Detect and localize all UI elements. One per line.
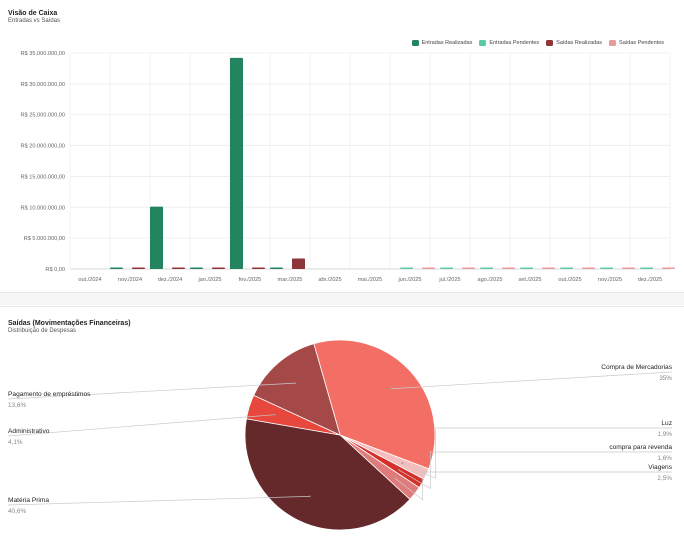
bar-entradas-pendentes[interactable] [600,267,613,270]
leader-line [398,451,672,490]
x-tick-label: fev./2025 [239,277,262,283]
leader-dot [294,382,297,385]
pie-percentage: 40,6% [8,508,26,515]
pie-label: Luz [661,420,672,427]
pie-percentage: 13,6% [8,402,26,409]
pie-slice-pagamento-de-emprestimos[interactable] [253,343,341,436]
y-tick-label: R$ 30.000.000,00 [21,82,65,88]
y-tick-label: R$ 0,00 [45,267,65,273]
y-tick-label: R$ 35.000.000,00 [21,51,65,57]
pie-label: Matéria Prima [8,497,49,504]
bar-entradas-pendentes[interactable] [480,267,493,270]
bar-entradas-realizadas[interactable] [150,206,163,269]
bar-entradas-realizadas[interactable] [270,267,283,270]
bar-sa-das-realizadas[interactable] [132,267,145,270]
x-tick-label: set./2025 [518,277,541,283]
legend-item-saidas-pendentes[interactable]: Saídas Pendentes [609,40,664,46]
cash-flow-card: Visão de Caixa Entradas vs Saídas Entrad… [0,10,684,293]
pie-slice-compra-de-mercadorias[interactable] [313,339,436,470]
x-tick-label: mai./2025 [358,277,383,283]
leader-line [7,496,310,506]
bar-sa-das-realizadas[interactable] [212,267,225,270]
leader-dot [401,462,404,465]
legend-swatch [546,40,554,46]
x-tick-label: jan./2025 [197,277,221,283]
bar-sa-das-pendentes[interactable] [422,267,435,270]
y-tick-label: R$ 5.000.000,00 [24,236,65,242]
x-tick-label: out./2025 [558,277,581,283]
legend-item-entradas-pendentes[interactable]: Entradas Pendentes [479,40,539,46]
pie-percentage: 35% [659,375,672,382]
x-tick-label: abr./2025 [318,277,341,283]
y-tick-label: R$ 10.000.000,00 [21,205,65,211]
leader-dot [397,468,400,471]
bar-sa-das-pendentes[interactable] [542,267,555,270]
bar-sa-das-realizadas[interactable] [252,267,265,270]
pie-label: Administrativo [8,428,50,435]
leader-dot [308,495,311,498]
pie-percentage: 1,9% [657,431,672,438]
x-tick-label: jul./2025 [438,277,460,283]
x-tick-label: dez./2025 [638,277,663,283]
bar-entradas-pendentes[interactable] [520,267,533,270]
bar-sa-das-realizadas[interactable] [172,267,185,270]
expenses-subtitle: Distribuição de Despesas [8,328,77,334]
x-tick-label: jun./2025 [397,277,421,283]
leader-line [402,427,672,479]
chart-legend: Entradas Realizadas Entradas Pendentes S… [411,40,664,46]
section-gap [0,293,684,305]
leader-dot [389,387,392,390]
bar-entradas-pendentes[interactable] [560,267,573,270]
bar-sa-das-pendentes[interactable] [622,267,635,270]
cash-flow-subtitle: Entradas vs Saídas [8,18,61,24]
x-tick-label: mar./2025 [278,277,303,283]
expenses-title: Saídas (Movimentações Financeiras) [8,320,131,327]
bar-entradas-pendentes[interactable] [640,267,653,270]
pie-percentage: 4,1% [8,439,23,446]
leader-line [7,414,275,437]
pie-percentage: 2,5% [657,475,672,482]
bar-sa-das-pendentes[interactable] [462,267,475,270]
bar-sa-das-pendentes[interactable] [582,267,595,270]
leader-line [7,382,296,400]
bar-sa-das-pendentes[interactable] [662,267,675,270]
legend-item-saidas-realizadas[interactable]: Saídas Realizadas [546,40,602,46]
pie-percentage: 1,6% [657,455,672,462]
leader-dot [273,413,276,416]
legend-label: Entradas Realizadas [421,40,473,46]
x-tick-label: dez./2024 [158,277,183,283]
leader-line [393,471,672,501]
leader-line [390,371,673,390]
y-tick-label: R$ 15.000.000,00 [21,174,65,180]
bar-entradas-realizadas[interactable] [190,267,203,270]
cash-flow-title: Visão de Caixa [8,10,58,17]
x-tick-label: nov./2024 [118,277,142,283]
x-tick-label: nov./2025 [598,277,622,283]
pie-label: compra para revenda [609,444,672,451]
legend-label: Saídas Pendentes [619,40,664,46]
legend-item-entradas-realizadas[interactable]: Entradas Realizadas [411,40,473,46]
cash-flow-bar-chart: R$ 0,00 R$ 5.000.000,00 R$ 10.000.000,00 R$… [21,51,675,283]
y-tick-label: R$ 20.000.000,00 [21,144,65,150]
bar-entradas-realizadas[interactable] [110,267,123,270]
bar-sa-das-pendentes[interactable] [502,267,515,270]
bar-entradas-realizadas[interactable] [230,57,243,270]
legend-label: Entradas Pendentes [489,40,540,46]
legend-label: Saídas Realizadas [556,40,603,46]
x-tick-label: out./2024 [78,277,101,283]
leader-dot [392,476,395,479]
bar-entradas-pendentes[interactable] [400,267,413,270]
pie-label: Pagamento de empréstimos [8,391,91,398]
pie-slice-materia-prima[interactable] [244,418,411,531]
bar-entradas-pendentes[interactable] [440,267,453,270]
y-tick-label: R$ 25.000.000,00 [21,113,65,119]
bar-sa-das-realizadas[interactable] [292,258,305,269]
x-tick-label: ago./2025 [478,277,503,283]
pie-label: Compra de Mercadorias [601,364,672,371]
legend-swatch [411,40,419,46]
legend-swatch [609,40,617,46]
legend-swatch [479,40,487,46]
pie-label: Viagens [648,464,672,471]
